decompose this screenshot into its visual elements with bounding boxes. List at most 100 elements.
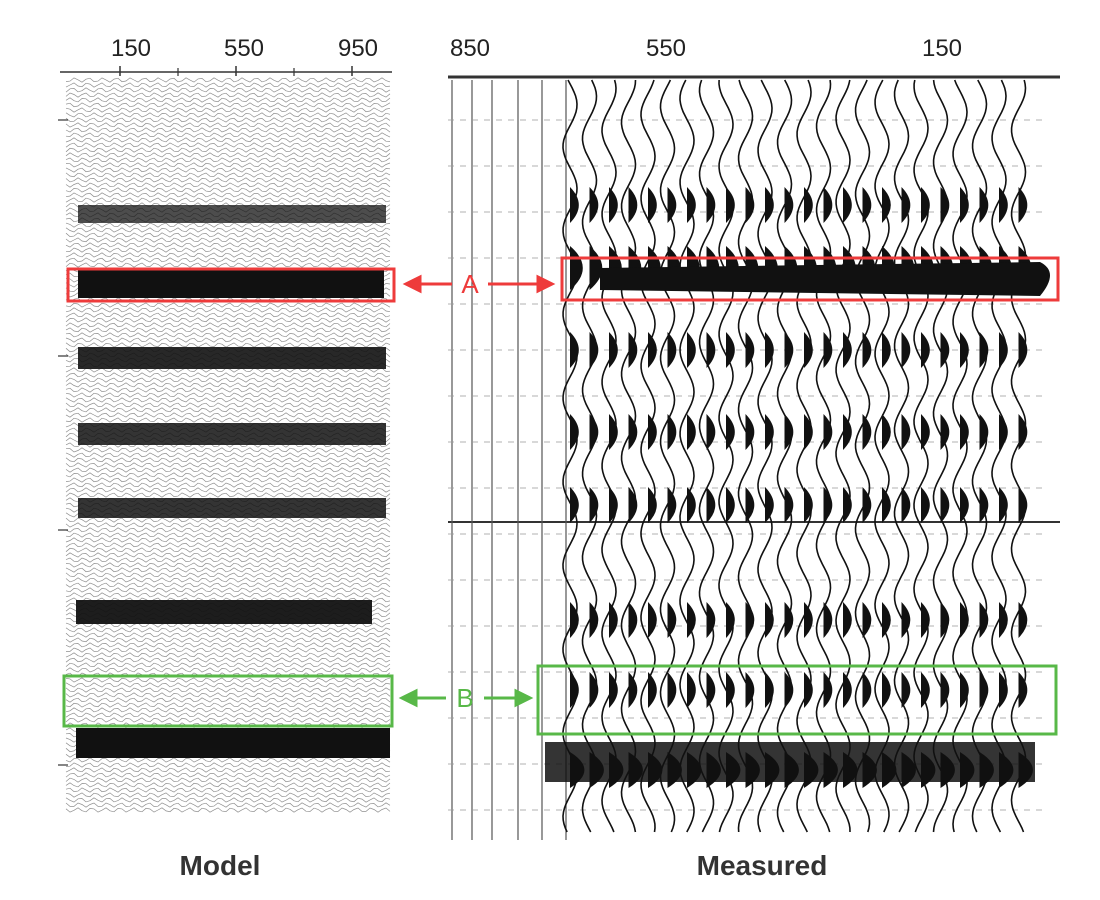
measured-trace-lobe <box>882 672 891 708</box>
model-trace-line <box>65 232 391 238</box>
measured-trace-lobe <box>843 414 852 450</box>
measured-trace-line <box>640 79 656 833</box>
model-trace-line <box>65 682 391 688</box>
measured-trace-lobe <box>979 187 989 223</box>
model-trace-line <box>65 782 391 788</box>
model-trace-line <box>65 122 391 128</box>
measured-trace-lobe <box>862 187 872 223</box>
model-trace-line <box>65 242 391 248</box>
model-highlight-box-a <box>66 267 396 303</box>
model-trace-line <box>65 257 391 263</box>
model-trace-line <box>65 307 391 313</box>
measured-trace-lobe <box>570 602 579 638</box>
measured-trace-line <box>991 79 1007 833</box>
measured-trace-lobe <box>687 672 696 708</box>
measured-trace-lobe <box>940 332 950 368</box>
measured-trace-lobe <box>784 187 794 223</box>
model-trace-line <box>65 317 391 323</box>
model-trace-line <box>65 777 391 783</box>
measured-trace-lobe <box>589 187 599 223</box>
measured-trace-lobe <box>823 672 833 708</box>
measured-highlight-box-a <box>560 256 1060 302</box>
measured-trace-lobe <box>609 187 618 223</box>
model-panel: 150 550 950 <box>58 35 392 813</box>
model-side-ticks <box>58 119 68 766</box>
measured-trace-lobe <box>589 672 599 708</box>
model-trace-line <box>65 547 391 553</box>
model-trace-line <box>65 142 391 148</box>
measured-trace-lobe <box>960 602 969 638</box>
measured-trace-lobe <box>726 672 735 708</box>
measured-trace-lobe <box>940 414 950 450</box>
model-trace-line <box>65 152 391 158</box>
measured-trace-lobe <box>765 332 774 368</box>
measured-trace-lobe <box>843 487 852 523</box>
measured-trace-line <box>659 79 676 833</box>
measured-trace-lobe <box>784 672 794 708</box>
measured-trace-lobe <box>843 602 852 638</box>
model-trace-line <box>65 642 391 648</box>
measured-trace-lobe <box>921 487 930 523</box>
model-trace-line <box>65 87 391 93</box>
measured-trace-lobe <box>765 414 774 450</box>
measured-trace-line <box>601 79 617 833</box>
model-trace-line <box>65 687 391 693</box>
measured-trace-lobe <box>609 487 618 523</box>
model-trace-line <box>65 112 391 118</box>
model-trace-line <box>65 337 391 343</box>
measured-trace-lobe <box>862 672 872 708</box>
model-trace-line <box>65 192 391 198</box>
model-trace-line <box>65 252 391 258</box>
measured-trace-lobe <box>804 414 813 450</box>
measured-trace-lobe <box>804 602 813 638</box>
measured-trace-lobe <box>628 672 638 708</box>
measured-trace-lobe <box>823 602 833 638</box>
measured-trace-lobe <box>609 332 618 368</box>
model-trace-line <box>65 522 391 528</box>
measured-trace-lobe <box>628 187 638 223</box>
model-trace-line <box>65 107 391 113</box>
measured-trace-lobe <box>570 672 579 708</box>
measured-trace-lobe <box>843 187 852 223</box>
measured-trace-lobe <box>745 602 755 638</box>
model-trace-line <box>65 712 391 718</box>
measured-trace-lobe <box>804 332 813 368</box>
measured-trace-lobe <box>921 672 930 708</box>
callout-label-a: A <box>461 269 479 299</box>
model-trace-line <box>65 222 391 228</box>
measured-trace-lobe <box>921 602 930 638</box>
model-trace-line <box>65 677 391 683</box>
measured-trace-lobe <box>979 414 989 450</box>
measured-reflection-a <box>600 262 1050 296</box>
model-trace-line <box>65 657 391 663</box>
measured-trace-lobe <box>687 332 696 368</box>
model-trace-line <box>65 402 391 408</box>
measured-trace-lobe <box>1018 414 1028 450</box>
measured-trace-lobe <box>901 487 911 523</box>
measured-trace-line <box>815 79 832 833</box>
measured-trace-lobe <box>862 332 872 368</box>
measured-trace-lobe <box>589 414 599 450</box>
measured-trace-lobe <box>999 672 1008 708</box>
model-trace-line <box>65 447 391 453</box>
model-trace-line <box>65 97 391 103</box>
model-trace-line <box>65 197 391 203</box>
model-trace-line <box>65 562 391 568</box>
measured-trace-lobe <box>784 602 794 638</box>
model-trace-line <box>65 537 391 543</box>
model-trace-line <box>65 247 391 253</box>
highlight-b: B <box>62 664 1058 736</box>
measured-trace-lobe <box>882 414 891 450</box>
model-trace-line <box>65 662 391 668</box>
measured-tick-label-3: 150 <box>922 35 962 62</box>
measured-trace-lobe <box>784 487 794 523</box>
model-trace-line <box>65 492 391 498</box>
measured-trace-lobe <box>823 487 833 523</box>
model-trace-line <box>65 327 391 333</box>
measured-trace-lobe <box>745 487 755 523</box>
model-trace-line <box>65 532 391 538</box>
measured-trace-lobe <box>628 487 638 523</box>
measured-trace-lobe <box>1018 602 1028 638</box>
model-reflection-bands <box>76 205 390 758</box>
measured-trace-lobe <box>901 602 911 638</box>
